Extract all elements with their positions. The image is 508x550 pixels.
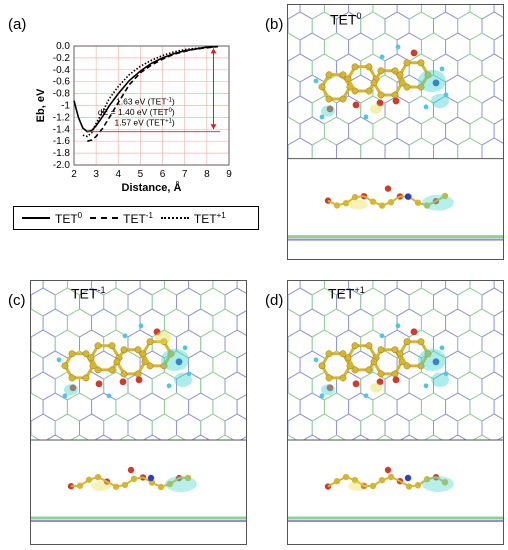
panel-d-tet-base: TET (328, 285, 355, 302)
structure-render-d (288, 281, 503, 522)
panel-c-label: (c) (8, 292, 26, 309)
y-tick-label: -2.0 (53, 160, 71, 171)
de-arrow-head-bottom (210, 124, 217, 130)
panel-d-structure: TET+1 (287, 280, 504, 545)
x-tick-label: 8 (204, 169, 210, 180)
y-tick-label: -0.8 (53, 89, 71, 100)
panel-b-tet-sup: 0 (356, 11, 362, 21)
panel-a-label: (a) (8, 16, 27, 33)
plot-frame (73, 45, 230, 166)
y-tick-label: 0.0 (56, 41, 70, 52)
legend-label-2: TET-1 (123, 210, 153, 226)
annotation-line-2: dE = 1.40 eV (TET0) (98, 107, 175, 117)
annotation-line-3: 1.57 eV (TET+1) (115, 118, 175, 128)
legend-item-2: TET-1 (90, 211, 153, 226)
y-tick-label: -1.4 (53, 124, 71, 135)
x-tick-label: 9 (226, 169, 232, 180)
y-tick-label: -1.2 (53, 112, 71, 123)
structure-render-b (288, 5, 503, 241)
chart-svg: 2 3 4 5 6 7 8 90.0-0.2-0.4-0.6-0.8-1-1.2-1.4-1.… (35, 41, 232, 194)
panel-d-label: (d) (265, 292, 284, 309)
x-tick-label: 2 (71, 169, 77, 180)
series-line-3 (82, 45, 218, 138)
y-axis-label: Eb, eV (35, 88, 47, 122)
y-tick-label: -0.4 (53, 65, 71, 76)
top-view (31, 281, 246, 440)
chart-legend: TET0 TET-1 TET+1 (13, 206, 259, 230)
panel-c-tet-base: TET (71, 285, 98, 302)
panel-c-tet-sup: -1 (97, 285, 106, 295)
legend-label-1: TET0 (55, 210, 83, 226)
x-tick-label: 3 (93, 169, 99, 180)
panel-b-structure: TET0 (287, 4, 504, 260)
y-tick-label: -1.6 (53, 136, 71, 147)
x-axis-label: Distance, Å (122, 181, 182, 194)
y-tick-label: -1.8 (53, 148, 71, 159)
top-view (288, 5, 503, 159)
side-view (288, 185, 503, 241)
x-tick-label: 7 (182, 169, 188, 180)
x-tick-label: 5 (138, 169, 144, 180)
annotation-line-1: 1.63 eV (TET-1) (116, 96, 175, 106)
structure-render-c (31, 281, 246, 522)
legend-item-3: TET+1 (160, 210, 226, 226)
y-tick-label: -1 (61, 101, 70, 112)
legend-label-3: TET+1 (193, 210, 226, 226)
panel-b-tet-label: TET0 (330, 11, 361, 28)
legend-line-1 (22, 217, 50, 219)
y-tick-label: -0.2 (53, 53, 71, 64)
legend-line-3 (160, 217, 189, 219)
legend-item-1: TET0 (22, 211, 82, 226)
binding-energy-chart: 2 3 4 5 6 7 8 9 0.0 -0.2 -0.4 -0.6 -0.8 -1 -1.2 -1.4 -1.… (0, 0, 250, 200)
panel-d-tet-label: TET+1 (328, 285, 365, 302)
top-view (288, 281, 503, 440)
panel-c-tet-label: TET-1 (71, 285, 105, 302)
legend-line-2 (90, 217, 119, 219)
de-arrow-head-top (210, 48, 217, 54)
panel-d-tet-sup: +1 (354, 285, 365, 295)
panel-b-tet-base: TET (330, 11, 357, 28)
series-line-2 (87, 45, 219, 142)
side-view (31, 466, 246, 522)
side-view (288, 466, 503, 522)
panel-b-label: (b) (265, 16, 284, 33)
panel-c-structure: TET-1 (30, 280, 247, 545)
y-tick-label: -0.6 (53, 77, 71, 88)
x-tick-label: 4 (116, 169, 122, 180)
x-tick-label: 6 (160, 169, 166, 180)
